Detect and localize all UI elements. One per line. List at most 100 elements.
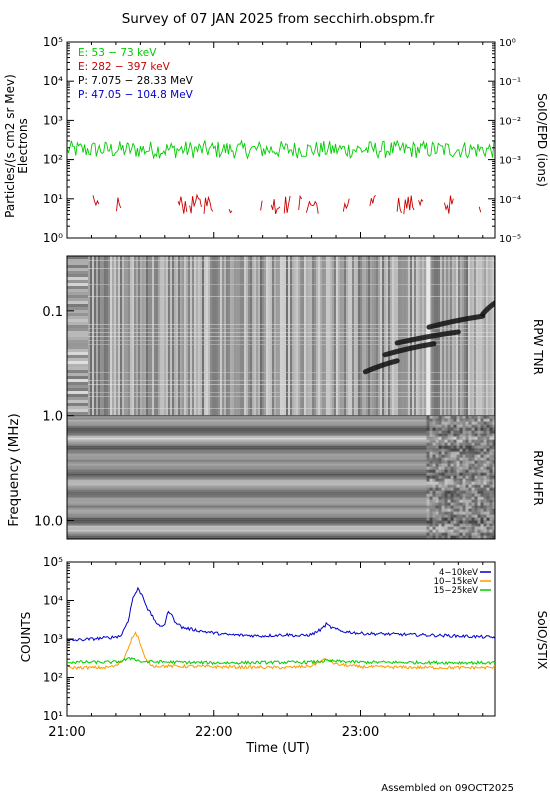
rpw-hfr-noise [483,511,487,515]
rpw-hfr-noise [426,493,430,497]
rpw-hfr-noise [453,439,457,443]
rpw-hfr-noise [468,418,472,422]
rpw-tnr-column [348,256,350,416]
rpw-tnr-column [394,256,396,416]
rpw-hfr-noise [450,448,454,452]
rpw-hfr-noise [477,457,481,461]
rpw-hfr-noise [462,430,466,434]
rpw-hfr-noise [474,442,478,446]
rpw-hfr-noise [435,478,439,482]
rpw-tnr-column [412,256,414,416]
rpw-tnr-column [96,256,98,416]
rpw-hfr-noise [426,454,430,458]
rpw-tnr-strip [67,388,88,391]
rpw-hfr-noise [471,478,475,482]
rpw-hfr-noise [492,508,495,512]
rpw-hfr-noise [474,436,478,440]
rpw-hfr-noise [429,430,433,434]
rpw-hfr-stripe [67,439,495,442]
rpw-hfr-noise [456,418,460,422]
rpw-hfr-noise [432,493,436,497]
rpw-hfr-noise [432,451,436,455]
rpw-hfr-noise [468,517,472,521]
rpw-hfr-noise [456,526,460,530]
rpw-tnr-column [218,256,220,416]
rpw-hfr-noise [489,508,493,512]
rpw-hfr-noise [447,415,451,419]
rpw-tnr-column [368,256,370,416]
rpw-hfr-noise [435,433,439,437]
rpw-hfr-noise [444,460,448,464]
stix-y-tick-label: 10³ [43,632,63,646]
rpw-hfr-noise [438,508,442,512]
rpw-hfr-noise [471,502,475,506]
rpw-hfr-noise [480,526,484,530]
rpw-hfr-noise [477,478,481,482]
rpw-hfr-noise [459,523,463,527]
rpw-hfr-noise [426,427,430,431]
rpw-hfr-noise [435,511,439,515]
rpw-hfr-noise [438,505,442,509]
rpw-hfr-noise [453,445,457,449]
rpw-hfr-noise [477,526,481,530]
rpw-hfr-noise [450,511,454,515]
rpw-hfr-noise [426,448,430,452]
rpw-hfr-noise [447,466,451,470]
rpw-hfr-noise [474,433,478,437]
rpw-hfr-noise [462,520,466,524]
rpw-hfr-noise [441,514,445,518]
rpw-hfr-stripe [67,417,495,420]
rpw-hfr-noise [456,436,460,440]
rpw-hfr-noise [492,532,495,536]
rpw-hfr-noise [486,499,490,503]
rpw-hfr-noise [438,451,442,455]
rpw-hfr-noise [456,421,460,425]
rpw-hfr-noise [426,508,430,512]
rpw-hfr-noise [429,421,433,425]
rpw-hfr-noise [468,469,472,473]
rpw-tnr-strip [67,358,88,361]
rpw-hfr-noise [471,442,475,446]
rpw-hfr-noise [486,415,490,419]
rpw-tnr-column [100,256,102,416]
rpw-hfr-noise [480,460,484,464]
rpw-hfr-noise [477,487,481,491]
rpw-hfr-noise [453,463,457,467]
rpw-hfr-noise [432,469,436,473]
rpw-hfr-noise [426,460,430,464]
rpw-hfr-noise [447,448,451,452]
rpw-hfr-noise [474,523,478,527]
rpw-hfr-stripe [67,453,495,456]
rpw-tnr-strip [67,376,88,379]
rpw-hfr-noise [477,448,481,452]
rpw-hfr-noise [486,502,490,506]
rpw-hfr-noise [486,517,490,521]
rpw-hfr-noise [492,418,495,422]
rpw-hfr-noise [429,445,433,449]
rpw-tnr-column [358,256,360,416]
rpw-hfr-noise [480,529,484,533]
rpw-hfr-noise [462,463,466,467]
rpw-hfr-noise [459,535,463,539]
rpw-hfr-noise [432,514,436,518]
rpw-hfr-noise [477,424,481,428]
rpw-hfr-noise [480,511,484,515]
rpw-hfr-noise [447,484,451,488]
rpw-tnr-column [314,256,316,416]
rpw-hfr-noise [450,532,454,536]
rpw-hfr-stripe [67,475,495,478]
rpw-hfr-noise [453,505,457,509]
rpw-hfr-noise [492,445,495,449]
rpw-hfr-noise [438,484,442,488]
rpw-hfr-noise [486,529,490,533]
rpw-hfr-noise [489,514,493,518]
rpw-hfr-noise [462,439,466,443]
rpw-tnr-column [162,256,164,416]
rpw-hfr-stripe [67,459,495,462]
rpw-hfr-noise [459,526,463,530]
rpw-hfr-noise [432,502,436,506]
x-tick-label: 23:00 [342,725,379,740]
rpw-tnr-column [300,256,302,416]
rpw-tnr-column [262,256,264,416]
rpw-hfr-noise [429,454,433,458]
